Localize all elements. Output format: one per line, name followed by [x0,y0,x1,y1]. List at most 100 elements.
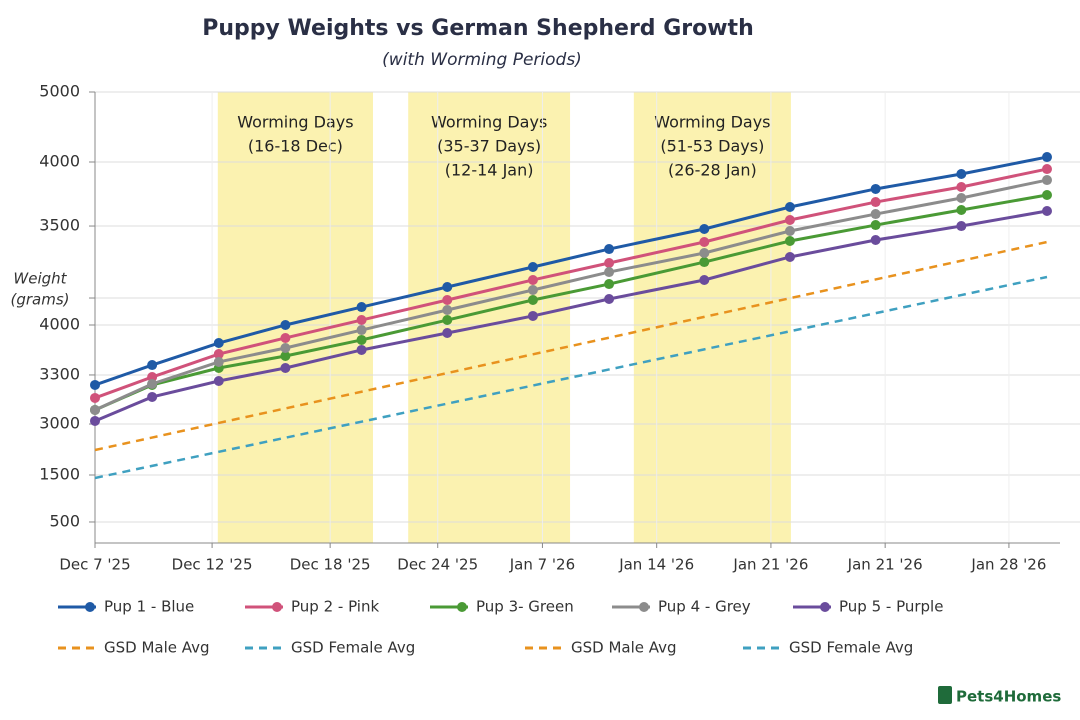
band-label: (12-14 Jan) [445,161,534,180]
point [956,192,967,203]
point [442,305,453,316]
band-label: (51-53 Days) [660,137,764,156]
legend-marker [85,602,95,612]
legend-label: GSD Female Avg [291,639,415,657]
y-tick-label: 1500 [39,464,80,483]
point [527,284,538,295]
point [956,168,967,179]
chart-title: Puppy Weights vs German Shepherd Growth [202,16,753,41]
point [604,258,615,269]
point [280,342,291,353]
point [956,204,967,215]
y-tick-label: 3000 [39,414,80,433]
point [527,261,538,272]
point [604,244,615,255]
avg-line [94,240,1048,452]
point [356,315,367,326]
legend-label: GSD Male Avg [104,639,210,657]
worming-band [217,92,373,543]
legend-marker [457,602,467,612]
point [870,197,881,208]
point [147,360,158,371]
footer-logo: Pets4Homes [956,688,1061,706]
point [699,237,710,248]
point [956,181,967,192]
point [527,274,538,285]
x-tick-label: Jan 21 '26 [847,556,923,574]
legend-label: Pup 1 - Blue [104,598,194,616]
legend-label: Pup 3- Green [476,598,574,616]
point [356,344,367,355]
point [699,257,710,268]
point [870,220,881,231]
y-tick-label: 5000 [39,82,80,101]
point [442,282,453,293]
legend-label: Pup 5 - Purple [839,598,943,616]
worming-band [408,92,571,543]
point [1042,152,1052,163]
point [213,349,224,360]
point [1042,164,1052,175]
chart-subtitle: (with Worming Periods) [382,50,582,70]
point [784,251,795,262]
point [280,351,291,362]
point [356,302,367,313]
point [784,225,795,236]
point [90,404,100,415]
band-label: (16-18 Dec) [248,137,343,156]
point [213,356,224,367]
point [870,183,881,194]
legend-label: Pup 2 - Pink [291,598,379,616]
legend-label: Pup 4 - Grey [658,598,751,616]
point [147,372,158,383]
point [784,214,795,225]
y-tick-label: 4000 [39,314,80,333]
point [699,248,710,259]
x-tick-label: Jan 7 '26 [509,556,575,574]
x-tick-label: Dec 7 '25 [59,556,130,574]
y-tick-label: 3500 [39,216,80,235]
point [870,235,881,246]
band-label: (26-28 Jan) [668,161,757,180]
point [1042,190,1052,201]
point [213,376,224,387]
legend-marker [820,602,830,612]
legend-label: GSD Male Avg [571,639,677,657]
worming-band [633,92,791,543]
point [356,334,367,345]
x-tick-label: Jan 14 '26 [618,556,694,574]
point [527,295,538,306]
point [90,379,100,390]
x-tick-label: Dec 24 '25 [397,556,478,574]
point [90,392,100,403]
point [956,221,967,232]
point [1042,205,1052,216]
point [699,224,710,235]
legend-label: GSD Female Avg [789,639,913,657]
point [527,310,538,321]
band-label: Worming Days [431,113,547,132]
band-label: Worming Days [654,113,770,132]
avg-line [94,275,1048,480]
point [147,378,158,389]
point [604,294,615,305]
point [280,332,291,343]
point [870,209,881,220]
point [280,363,291,374]
x-tick-label: Dec 18 '25 [290,556,371,574]
y-axis-label: (grams) [10,291,69,309]
point [784,202,795,213]
point [1042,175,1052,186]
point [90,415,100,426]
y-tick-label: 3300 [39,364,80,383]
point [356,325,367,336]
x-tick-label: Dec 12 '25 [172,556,253,574]
logo-icon [938,686,952,704]
band-label: (35-37 Days) [437,137,541,156]
band-label: Worming Days [237,113,353,132]
y-tick-label: 4000 [39,151,80,170]
point [147,391,158,402]
point [213,338,224,349]
point [442,315,453,326]
